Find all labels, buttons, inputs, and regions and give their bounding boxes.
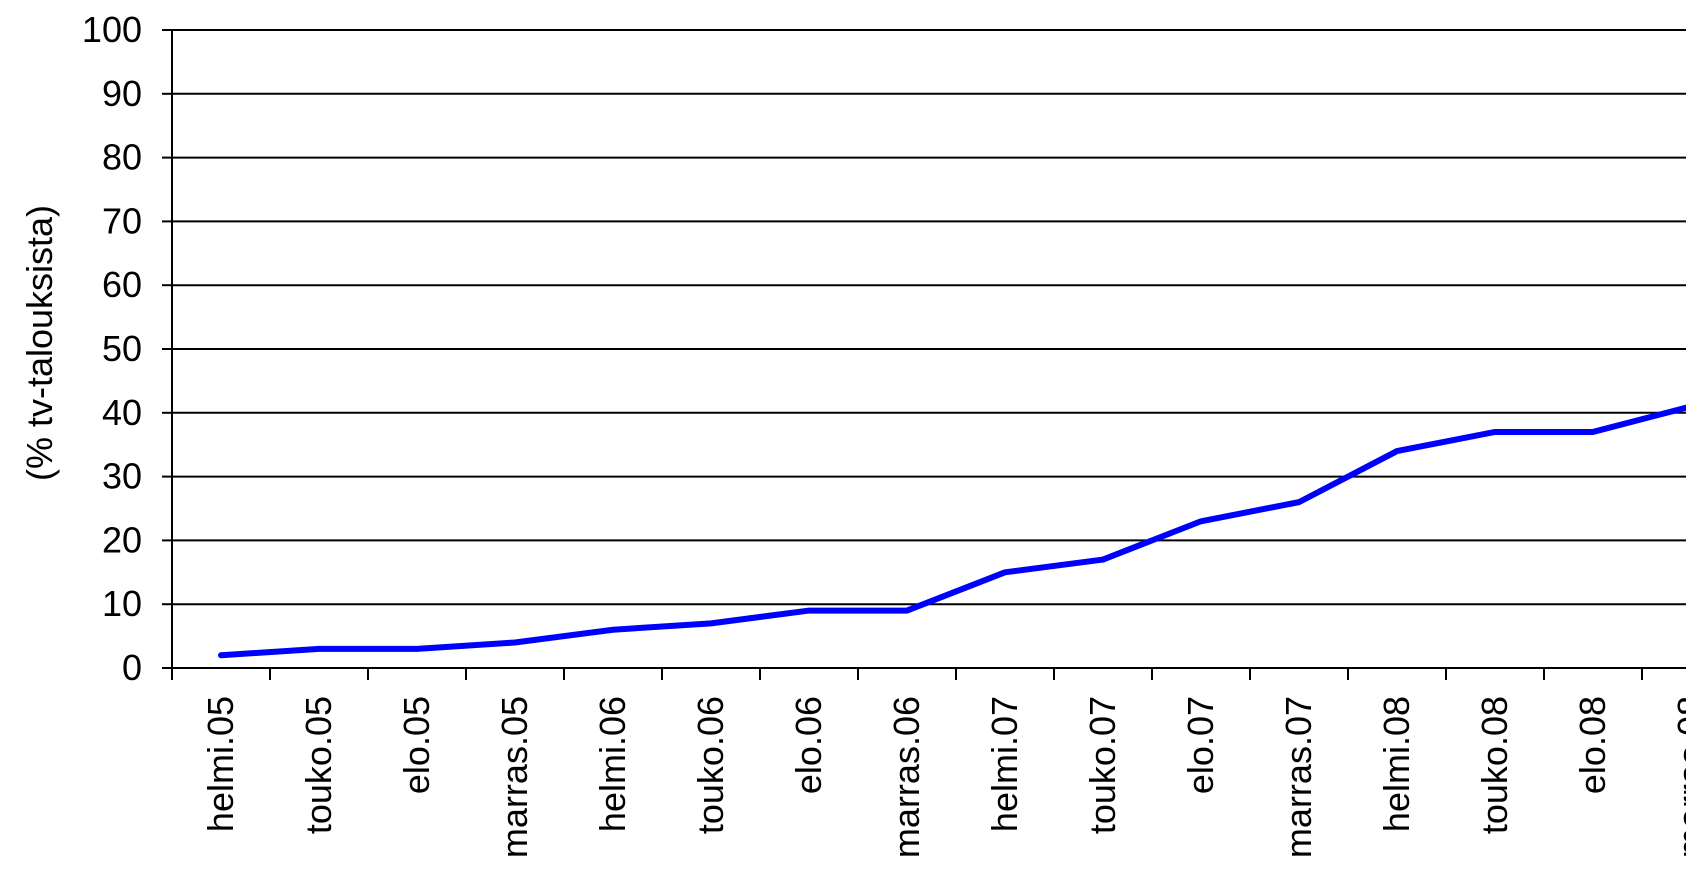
data-point [1396,450,1398,452]
x-tick-label: touko.06 [690,696,731,834]
y-tick-label: 100 [82,9,142,50]
y-tick-label: 40 [102,392,142,433]
y-tick-label: 70 [102,200,142,241]
data-point [710,622,712,624]
x-tick-label: touko.05 [298,696,339,834]
data-point [1200,520,1202,522]
x-tick-label: marras.06 [886,696,927,858]
series-line [218,404,1686,659]
x-tick-label: marras.07 [1278,696,1319,858]
y-axis-ticks: 0 10 20 30 40 50 60 70 80 90 100 [82,9,172,688]
gridlines [172,29,1686,606]
y-tick-label: 10 [102,583,142,624]
x-tick-label: marras.08 [1670,696,1686,858]
x-tick-label: elo.05 [396,696,437,794]
data-point [906,610,908,612]
data-point [808,610,810,612]
y-tick-label: 50 [102,328,142,369]
y-tick-label: 0 [122,647,142,688]
x-tick-label: elo.07 [1180,696,1221,794]
x-tick-label: helmi.05 [200,696,241,832]
y-tick-label: 90 [102,73,142,114]
y-tick-label: 60 [102,264,142,305]
series-layer [218,404,1686,659]
x-tick-label: helmi.06 [592,696,633,832]
x-tick-label: marras.05 [494,696,535,858]
x-tick-label: touko.08 [1474,696,1515,834]
y-tick-label: 20 [102,519,142,560]
y-axis-title: (% tv-talouksista) [19,205,60,481]
y-tick-label: 80 [102,137,142,178]
y-tick-label: 30 [102,456,142,497]
data-point [1004,571,1006,573]
x-tick-label: elo.06 [788,696,829,794]
data-point [318,648,320,650]
data-point [514,641,516,643]
data-point [220,654,222,656]
data-point [612,629,614,631]
data-point [1592,431,1594,433]
x-tick-label: elo.08 [1572,696,1613,794]
x-tick-label: helmi.08 [1376,696,1417,832]
x-tick-label: helmi.07 [984,696,1025,832]
x-axis-ticks: helmi.05 touko.05 elo.05 marras.05 helmi.06 t… [171,668,1686,858]
data-point [1494,431,1496,433]
data-point [1102,559,1104,561]
x-tick-label: touko.07 [1082,696,1123,834]
data-point [1298,501,1300,503]
data-point [416,648,418,650]
